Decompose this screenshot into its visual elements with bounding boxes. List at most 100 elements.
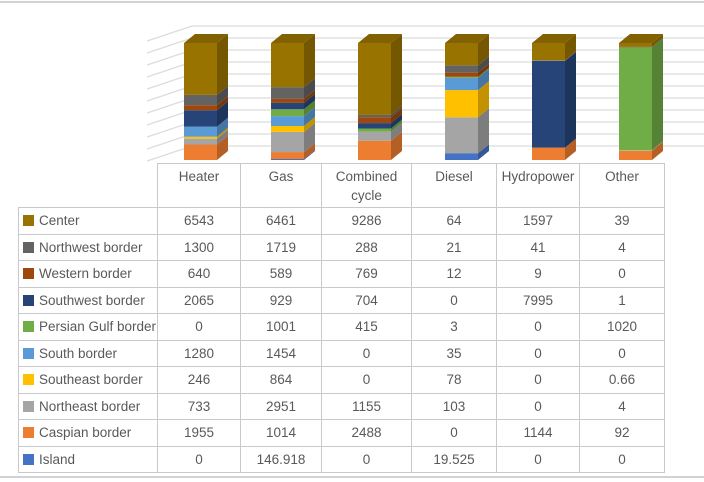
value-cell: 2065 xyxy=(157,286,241,314)
segment-front xyxy=(532,43,565,61)
segment-side xyxy=(391,105,402,118)
segment-side xyxy=(304,122,315,153)
segment-side xyxy=(652,141,663,151)
gridline-side-wall xyxy=(146,25,193,42)
column-header-diesel: Diesel xyxy=(411,163,497,208)
value-cell: 21 xyxy=(411,233,497,261)
bar-heater[interactable] xyxy=(184,34,228,160)
segment-side xyxy=(304,34,315,88)
row-label-cell: South border xyxy=(18,339,158,367)
row-label: Island xyxy=(39,451,76,467)
segment-side xyxy=(652,34,663,47)
value-cell: 78 xyxy=(411,366,497,394)
legend-swatch-icon xyxy=(23,453,34,465)
row-label: Western border xyxy=(39,266,132,282)
value-cell: 39 xyxy=(579,207,665,235)
table-row: Northwest border 1300 1719 288 21 41 4 xyxy=(18,233,665,261)
segment-side xyxy=(391,122,402,141)
segment-front xyxy=(271,158,304,160)
segment-side xyxy=(217,34,228,95)
chart-data-table: Heater Gas Combined cycle Diesel Hydropower O… xyxy=(18,163,665,473)
segment-front xyxy=(532,60,565,148)
segment-side xyxy=(304,100,315,117)
value-cell: 3 xyxy=(411,313,497,341)
segment-side xyxy=(391,119,402,132)
column-header-heater: Heater xyxy=(157,163,241,208)
table-row: Western border 640 589 769 12 9 0 xyxy=(18,260,665,288)
segment-front xyxy=(271,102,304,110)
row-label-cell: Western border xyxy=(18,260,158,288)
legend-swatch-icon xyxy=(23,427,34,439)
value-cell: 864 xyxy=(240,366,322,394)
segment-side xyxy=(217,127,228,139)
chart-bars xyxy=(184,34,663,160)
bar-other[interactable] xyxy=(619,34,663,160)
legend-swatch-icon xyxy=(23,374,34,386)
segment-front xyxy=(271,131,304,153)
value-cell: 1597 xyxy=(496,207,580,235)
row-label-cell: Northeast border xyxy=(18,392,158,420)
row-label: South border xyxy=(39,345,118,361)
value-cell: 0 xyxy=(157,445,241,473)
bar-combined-cycle[interactable] xyxy=(358,34,402,160)
legend-swatch-icon xyxy=(23,241,34,253)
segment-front xyxy=(445,153,478,160)
value-cell: 0.66 xyxy=(579,366,665,394)
table-row: Persian Gulf border 0 1001 415 3 0 1020 xyxy=(18,313,665,341)
segment-side xyxy=(478,34,489,66)
segment-front xyxy=(619,47,652,151)
segment-side xyxy=(478,81,489,118)
segment-front xyxy=(271,116,304,127)
segment-front xyxy=(358,114,391,118)
bar-hydropower[interactable] xyxy=(532,34,576,160)
value-cell: 0 xyxy=(496,366,580,394)
3d-stacked-column-chart[interactable] xyxy=(0,0,704,163)
value-cell: 1 xyxy=(579,286,665,314)
chart-frame-bottom-border xyxy=(0,476,704,478)
segment-side xyxy=(217,135,228,160)
segment-front xyxy=(271,98,304,103)
segment-side xyxy=(565,138,576,160)
table-row: Northeast border 733 2951 1155 103 0 4 xyxy=(18,392,665,420)
segment-top xyxy=(619,34,663,43)
segment-front xyxy=(184,94,217,106)
value-cell: 589 xyxy=(240,260,322,288)
value-cell: 1955 xyxy=(157,419,241,447)
segment-front xyxy=(619,43,652,47)
value-cell: 103 xyxy=(411,392,497,420)
bar-diesel[interactable] xyxy=(445,34,489,160)
segment-side xyxy=(391,108,402,124)
row-label: Persian Gulf border xyxy=(39,319,157,335)
value-cell: 35 xyxy=(411,339,497,367)
segment-front xyxy=(184,144,217,160)
segment-side xyxy=(217,96,228,111)
segment-side xyxy=(652,141,663,151)
value-cell: 6543 xyxy=(157,207,241,235)
gridline-side-wall xyxy=(146,37,193,54)
row-label-cell: Caspian border xyxy=(18,419,158,447)
value-cell: 246 xyxy=(157,366,241,394)
value-cell: 4 xyxy=(579,233,665,261)
segment-side xyxy=(565,34,576,61)
segment-side xyxy=(478,68,489,91)
value-cell: 0 xyxy=(579,445,665,473)
segment-side xyxy=(652,141,663,160)
segment-front xyxy=(532,147,565,160)
value-cell: 4 xyxy=(579,392,665,420)
segment-top xyxy=(532,34,576,43)
segment-front xyxy=(358,131,391,141)
segment-top xyxy=(358,34,402,43)
segment-side xyxy=(652,38,663,151)
segment-side xyxy=(565,51,576,61)
segment-front xyxy=(445,77,478,91)
value-cell: 1014 xyxy=(240,419,322,447)
bar-gas[interactable] xyxy=(271,34,315,160)
row-label: Center xyxy=(39,213,80,229)
legend-swatch-icon xyxy=(23,347,34,359)
value-cell: 2488 xyxy=(321,419,412,447)
value-cell: 640 xyxy=(157,260,241,288)
value-cell: 0 xyxy=(496,445,580,473)
segment-front xyxy=(184,126,217,137)
segment-front xyxy=(445,117,478,154)
row-label: Southwest border xyxy=(39,292,145,308)
